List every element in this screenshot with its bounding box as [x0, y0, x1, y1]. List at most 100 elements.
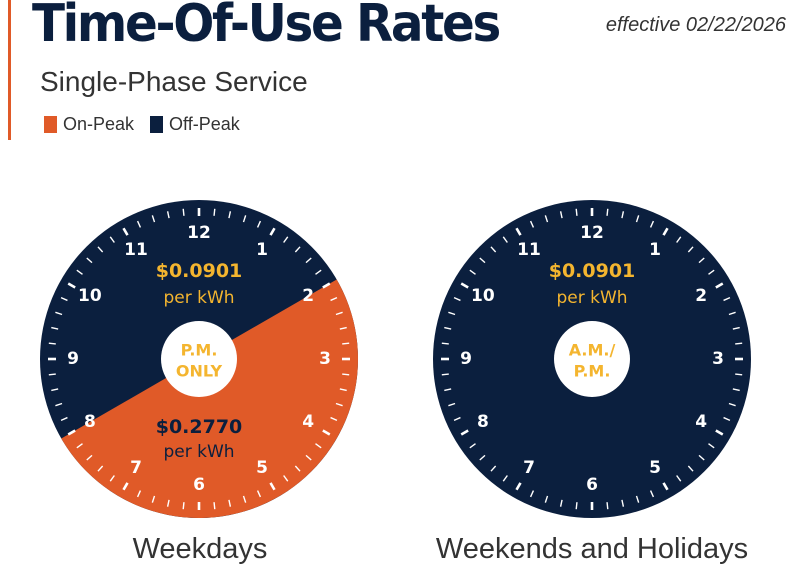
- hour-label: 3: [712, 349, 724, 369]
- minute-tick: [708, 269, 715, 275]
- minute-tick: [305, 257, 312, 264]
- minute-tick: [213, 502, 216, 510]
- minute-tick: [735, 342, 743, 345]
- center-label: ONLY: [176, 362, 223, 381]
- minute-tick: [559, 499, 563, 507]
- minute-tick: [109, 236, 115, 243]
- minute-tick: [544, 215, 549, 223]
- off-peak-unit: per kWh: [556, 288, 627, 308]
- minute-tick: [48, 342, 56, 345]
- minute-tick: [635, 495, 640, 503]
- minute-tick: [136, 490, 142, 498]
- hour-label: 2: [302, 286, 314, 306]
- hour-tick: [662, 227, 669, 236]
- hour-tick: [269, 227, 276, 236]
- minute-tick: [444, 326, 452, 330]
- hour-label: 5: [649, 458, 661, 478]
- minute-tick: [294, 465, 301, 472]
- minute-tick: [676, 475, 682, 482]
- minute-tick: [469, 269, 476, 275]
- minute-tick: [342, 342, 350, 345]
- weekends-caption: Weekends and Holidays: [435, 533, 749, 565]
- minute-tick: [76, 269, 83, 275]
- minute-tick: [723, 296, 731, 302]
- hour-tick: [122, 227, 129, 236]
- hour-tick: [460, 282, 469, 289]
- minute-tick: [606, 208, 609, 216]
- page-subtitle: Single-Phase Service: [40, 66, 308, 97]
- minute-tick: [732, 326, 740, 330]
- minute-tick: [490, 246, 497, 253]
- minute-tick: [294, 246, 301, 253]
- hour-label: 6: [193, 475, 205, 495]
- minute-tick: [256, 220, 262, 228]
- hour-tick: [269, 482, 276, 491]
- minute-tick: [97, 465, 104, 472]
- center-badge: [554, 321, 630, 397]
- minute-tick: [109, 475, 115, 482]
- off-peak-rate: $0.0901: [156, 260, 243, 282]
- hour-label: 10: [471, 286, 495, 306]
- hour-label: 7: [130, 458, 142, 478]
- hour-tick: [515, 482, 522, 491]
- minute-tick: [606, 502, 609, 510]
- minute-tick: [621, 499, 625, 507]
- hour-label: 8: [477, 412, 489, 432]
- hour-tick: [460, 429, 469, 436]
- minute-tick: [283, 236, 289, 243]
- minute-tick: [283, 475, 289, 482]
- minute-tick: [453, 416, 461, 422]
- hour-label: 11: [517, 240, 541, 260]
- minute-tick: [97, 246, 104, 253]
- hour-label: 5: [256, 458, 268, 478]
- on-peak-unit: per kWh: [163, 442, 234, 462]
- minute-tick: [55, 311, 63, 316]
- hour-label: 7: [523, 458, 535, 478]
- minute-tick: [698, 257, 705, 264]
- hour-tick: [662, 482, 669, 491]
- hour-label: 9: [67, 349, 79, 369]
- minute-tick: [342, 373, 350, 376]
- off-peak-swatch: [150, 116, 164, 133]
- minute-tick: [444, 388, 452, 392]
- minute-tick: [213, 208, 216, 216]
- hour-tick: [122, 482, 129, 491]
- hour-label: 2: [695, 286, 707, 306]
- minute-tick: [339, 388, 347, 392]
- minute-tick: [51, 326, 59, 330]
- hour-tick: [67, 429, 76, 436]
- hour-label: 4: [302, 412, 314, 432]
- minute-tick: [441, 342, 449, 345]
- minute-tick: [60, 416, 68, 422]
- minute-tick: [575, 502, 578, 510]
- minute-tick: [182, 208, 185, 216]
- minute-tick: [728, 311, 736, 316]
- minute-tick: [732, 388, 740, 392]
- minute-tick: [182, 502, 185, 510]
- hour-tick: [715, 282, 724, 289]
- hour-tick: [67, 282, 76, 289]
- hour-label: 3: [319, 349, 331, 369]
- minute-tick: [676, 236, 682, 243]
- off-peak-unit: per kWh: [163, 288, 234, 308]
- minute-tick: [166, 211, 170, 219]
- minute-tick: [339, 326, 347, 330]
- minute-tick: [335, 402, 343, 407]
- legend-item-off-peak: Off-Peak: [150, 114, 240, 135]
- minute-tick: [335, 311, 343, 316]
- hour-tick: [715, 429, 724, 436]
- minute-tick: [559, 211, 563, 219]
- minute-tick: [330, 416, 338, 422]
- minute-tick: [60, 296, 68, 302]
- minute-tick: [502, 236, 508, 243]
- hour-label: 1: [649, 240, 661, 260]
- minute-tick: [242, 495, 247, 503]
- minute-tick: [453, 296, 461, 302]
- center-badge: [161, 321, 237, 397]
- minute-tick: [330, 296, 338, 302]
- minute-tick: [479, 454, 486, 461]
- legend-label: Off-Peak: [169, 114, 240, 134]
